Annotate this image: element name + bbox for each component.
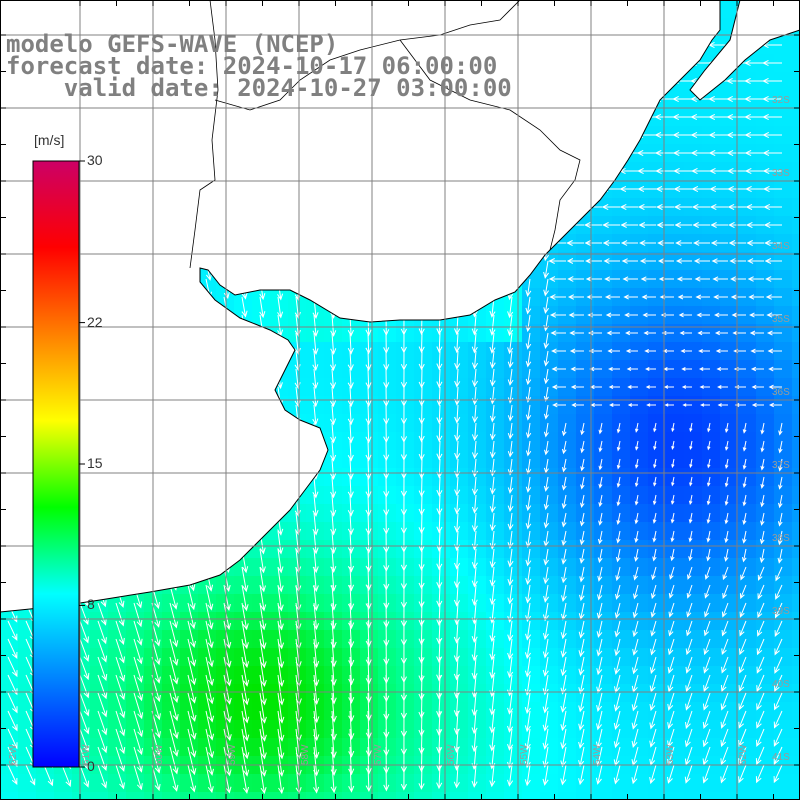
title-forecast-date: forecast date: 2024-10-17 06:00:00 [6, 52, 498, 80]
lat-label: 37S [772, 460, 790, 471]
lon-label: 60W [154, 744, 165, 765]
colorbar-unit-label: [m/s] [34, 132, 65, 148]
colorbar-gradient [32, 160, 80, 768]
coastline-northeast [689, 0, 800, 101]
lat-label: 36S [772, 387, 790, 398]
lon-label: 55W [519, 744, 530, 765]
coastline-main [0, 0, 721, 613]
lat-label: 38S [772, 533, 790, 544]
lon-label: 58W [300, 744, 311, 765]
river-border [189, 0, 581, 269]
coast-northeast [690, 0, 800, 100]
longitude-labels: 62W 61W 60W 59W 58W 57W 56W 55W 54W 53W 52W [8, 744, 749, 765]
colorbar-tick-8: 8 [87, 596, 95, 613]
lon-label: 59W [227, 744, 238, 765]
lon-label: 54W [592, 744, 603, 765]
colorbar-tick-15: 15 [87, 455, 103, 471]
lat-label: 39S [772, 606, 790, 617]
coastline [0, 0, 800, 613]
lat-label: 35S [772, 314, 790, 325]
lon-label: 56W [446, 744, 457, 765]
lat-label: 41S [772, 752, 790, 763]
land-mask [0, 0, 800, 612]
lon-label: 52W [738, 744, 749, 765]
lat-label: 40S [772, 679, 790, 690]
colorbar-tick-22: 22 [87, 313, 103, 330]
colorbar-tick-30: 30 [87, 152, 103, 168]
latitude-labels: 32S 33S 34S 35S 36S 37S 38S 39S 40S 41S [772, 95, 790, 763]
colorbar [32, 160, 85, 768]
south-america-landmass [0, 0, 720, 612]
lon-label: 62W [8, 744, 19, 765]
lat-label: 34S [772, 241, 790, 252]
lat-label: 33S [772, 168, 790, 179]
title-model: modelo GEFS-WAVE (NCEP) [6, 30, 339, 58]
lon-label: 53W [665, 744, 676, 765]
colorbar-tick-0: 0 [87, 758, 95, 774]
lon-label: 57W [373, 744, 384, 765]
lat-label: 32S [772, 95, 790, 106]
lon-label: 61W [81, 744, 92, 765]
title-valid-date: valid date: 2024-10-27 03:00:00 [6, 74, 512, 102]
